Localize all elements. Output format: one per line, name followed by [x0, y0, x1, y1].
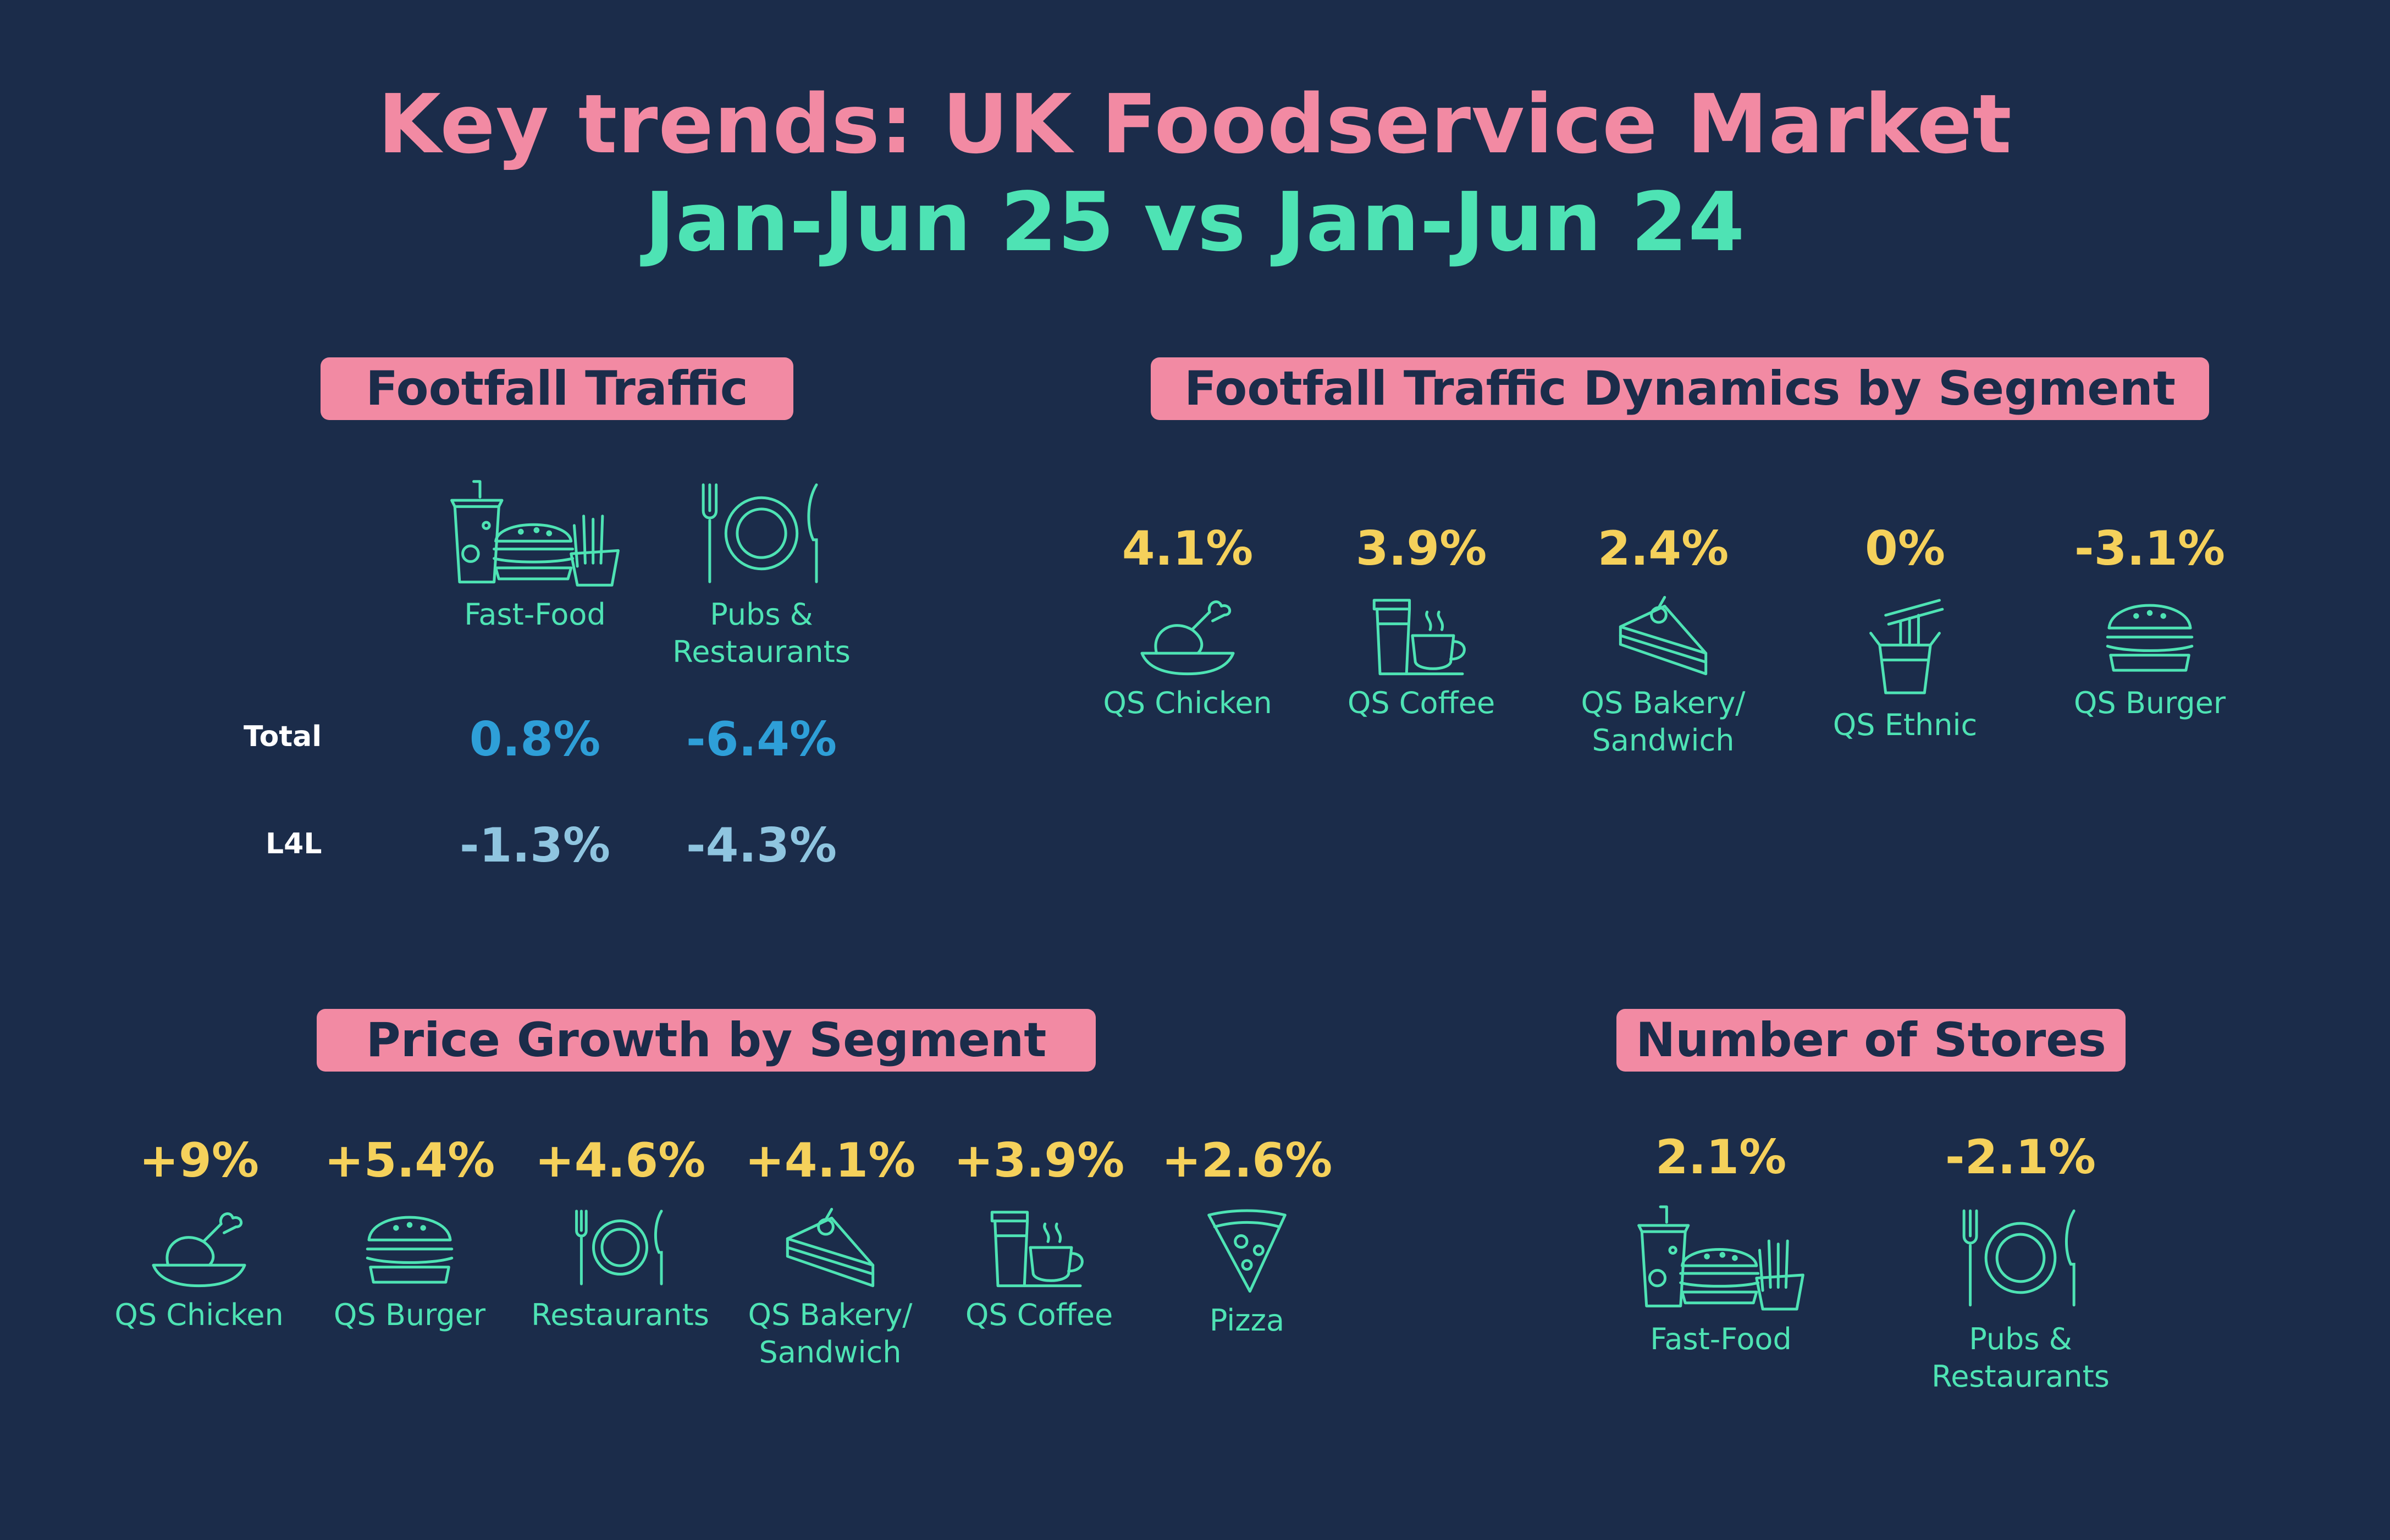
dynamics-label: QS Ethnic — [1832, 708, 1978, 742]
dynamics-label: QS Bakery/ Sandwich — [1581, 686, 1746, 758]
dynamics-label: QS Burger — [2073, 686, 2226, 720]
dynamics-value: 0% — [1864, 521, 1945, 576]
burger-icon — [2103, 594, 2196, 677]
footfall-col-pubs: Pubs & Restaurants — [646, 478, 877, 670]
burger-icon — [363, 1206, 456, 1289]
footfall-heading: Footfall Traffic — [321, 357, 793, 420]
price-item-restaurants: +4.6% Restaurants — [505, 1137, 736, 1334]
footfall-col-label: Fast-Food — [464, 597, 606, 632]
price-value: +2.6% — [1161, 1133, 1333, 1188]
price-value: +4.6% — [534, 1133, 706, 1188]
dynamics-item-ethnic: 0% QS Ethnic — [1790, 525, 2021, 744]
plate-cutlery-icon — [565, 1206, 675, 1289]
price-item-burger: +5.4% QS Burger — [294, 1137, 525, 1334]
footfall-col-fast-food: Fast-Food — [420, 478, 650, 633]
dynamics-heading: Footfall Traffic Dynamics by Segment — [1151, 357, 2209, 420]
price-label: Restaurants — [531, 1298, 709, 1332]
chicken-icon — [147, 1206, 251, 1289]
plate-cutlery-icon — [1955, 1203, 2087, 1313]
stores-label: Pubs & Restaurants — [1931, 1322, 2110, 1394]
price-value: +4.1% — [744, 1133, 916, 1188]
stores-item-fast-food: 2.1% Fast-Food — [1605, 1134, 1836, 1358]
dynamics-value: 3.9% — [1355, 521, 1487, 576]
footfall-l4l-fast-food: -1.3% — [459, 818, 611, 873]
price-label: Pizza — [1209, 1303, 1285, 1338]
dynamics-item-burger: -3.1% QS Burger — [2034, 525, 2265, 722]
price-value: +3.9% — [953, 1133, 1125, 1188]
dynamics-item-bakery: 2.4% QS Bakery/ Sandwich — [1548, 525, 1779, 759]
price-label: QS Coffee — [965, 1298, 1113, 1332]
price-heading: Price Growth by Segment — [317, 1009, 1096, 1072]
price-label: QS Bakery/ Sandwich — [748, 1298, 913, 1370]
footfall-col-label: Pubs & Restaurants — [672, 597, 851, 669]
dynamics-label: QS Chicken — [1103, 686, 1272, 720]
coffee-icon — [984, 1206, 1094, 1289]
footfall-row-label-l4l: L4L — [266, 827, 322, 860]
footfall-total-pubs: -6.4% — [686, 712, 837, 767]
fast-food-icon — [1636, 1203, 1806, 1313]
pizza-icon — [1203, 1206, 1291, 1294]
footfall-row-label-total: Total — [244, 720, 322, 753]
cake-slice-icon — [781, 1206, 880, 1289]
noodle-box-icon — [1864, 594, 1946, 699]
page-title: Key trends: UK Foodservice Market — [378, 77, 2012, 172]
price-label: QS Chicken — [114, 1298, 284, 1332]
price-value: +5.4% — [324, 1133, 495, 1188]
chicken-icon — [1135, 594, 1240, 677]
stores-value: 2.1% — [1655, 1130, 1787, 1185]
price-item-chicken: +9% QS Chicken — [84, 1137, 314, 1334]
dynamics-value: 2.4% — [1597, 521, 1729, 576]
price-label: QS Burger — [333, 1298, 486, 1332]
stores-item-pubs: -2.1% Pubs & Restaurants — [1905, 1134, 2136, 1395]
stores-heading: Number of Stores — [1616, 1009, 2126, 1072]
stores-value: -2.1% — [1945, 1130, 2096, 1185]
cake-slice-icon — [1614, 594, 1713, 677]
plate-cutlery-icon — [693, 478, 830, 588]
fast-food-icon — [444, 478, 626, 588]
dynamics-label: QS Coffee — [1347, 686, 1495, 720]
page-subtitle: Jan-Jun 25 vs Jan-Jun 24 — [644, 175, 1746, 269]
dynamics-item-chicken: 4.1% QS Chicken — [1072, 525, 1303, 722]
dynamics-value: 4.1% — [1122, 521, 1254, 576]
dynamics-item-coffee: 3.9% QS Coffee — [1306, 525, 1537, 722]
footfall-l4l-pubs: -4.3% — [686, 818, 837, 873]
stores-label: Fast-Food — [1650, 1322, 1792, 1356]
price-item-coffee: +3.9% QS Coffee — [924, 1137, 1155, 1334]
footfall-total-fast-food: 0.8% — [469, 712, 601, 767]
price-value: +9% — [139, 1133, 260, 1188]
dynamics-value: -3.1% — [2074, 521, 2226, 576]
price-item-bakery: +4.1% QS Bakery/ Sandwich — [715, 1137, 946, 1371]
coffee-icon — [1366, 594, 1476, 677]
price-item-pizza: +2.6% Pizza — [1131, 1137, 1362, 1339]
